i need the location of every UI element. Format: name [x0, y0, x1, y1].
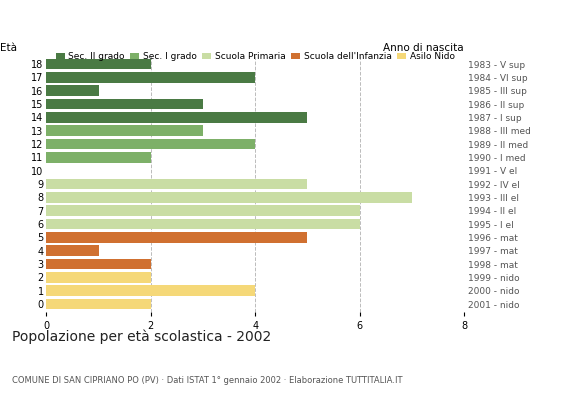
Text: Popolazione per età scolastica - 2002: Popolazione per età scolastica - 2002 [12, 330, 271, 344]
Bar [46, 298, 151, 310]
Bar [46, 205, 360, 216]
Bar [46, 125, 203, 136]
Text: COMUNE DI SAN CIPRIANO PO (PV) · Dati ISTAT 1° gennaio 2002 · Elaborazione TUTTI: COMUNE DI SAN CIPRIANO PO (PV) · Dati IS… [12, 376, 402, 385]
Bar [46, 152, 151, 163]
Bar [46, 72, 255, 83]
Bar [46, 245, 99, 256]
Bar [46, 258, 151, 270]
Bar [46, 218, 360, 230]
Bar [46, 232, 307, 243]
Bar [46, 85, 99, 96]
Bar [46, 285, 255, 296]
Text: Età: Età [1, 44, 17, 54]
Legend: Sec. II grado, Sec. I grado, Scuola Primaria, Scuola dell'Infanzia, Asilo Nido: Sec. II grado, Sec. I grado, Scuola Prim… [52, 48, 458, 65]
Bar [46, 98, 203, 110]
Bar [46, 138, 255, 150]
Bar [46, 178, 307, 190]
Bar [46, 192, 412, 203]
Bar [46, 272, 151, 283]
Bar [46, 112, 307, 123]
Bar [46, 58, 151, 70]
Text: Anno di nascita: Anno di nascita [383, 44, 464, 54]
